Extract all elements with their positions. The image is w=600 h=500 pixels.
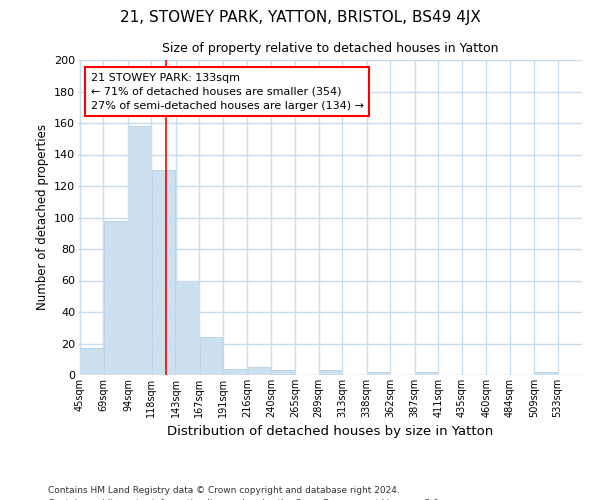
Text: Contains public sector information licensed under the Open Government Licence v3: Contains public sector information licen…	[48, 498, 442, 500]
Bar	[319, 370, 342, 375]
Bar	[535, 372, 557, 375]
Bar	[80, 348, 103, 375]
X-axis label: Distribution of detached houses by size in Yatton: Distribution of detached houses by size …	[167, 426, 493, 438]
Bar	[128, 126, 151, 375]
Title: Size of property relative to detached houses in Yatton: Size of property relative to detached ho…	[162, 42, 498, 54]
Bar	[104, 220, 128, 375]
Bar	[223, 368, 247, 375]
Bar	[200, 337, 223, 375]
Bar	[415, 372, 438, 375]
Bar	[367, 372, 390, 375]
Bar	[248, 367, 271, 375]
Text: 21 STOWEY PARK: 133sqm
← 71% of detached houses are smaller (354)
27% of semi-de: 21 STOWEY PARK: 133sqm ← 71% of detached…	[91, 72, 364, 110]
Text: Contains HM Land Registry data © Crown copyright and database right 2024.: Contains HM Land Registry data © Crown c…	[48, 486, 400, 495]
Text: 21, STOWEY PARK, YATTON, BRISTOL, BS49 4JX: 21, STOWEY PARK, YATTON, BRISTOL, BS49 4…	[119, 10, 481, 25]
Y-axis label: Number of detached properties: Number of detached properties	[35, 124, 49, 310]
Bar	[152, 170, 175, 375]
Bar	[271, 370, 295, 375]
Bar	[176, 280, 199, 375]
